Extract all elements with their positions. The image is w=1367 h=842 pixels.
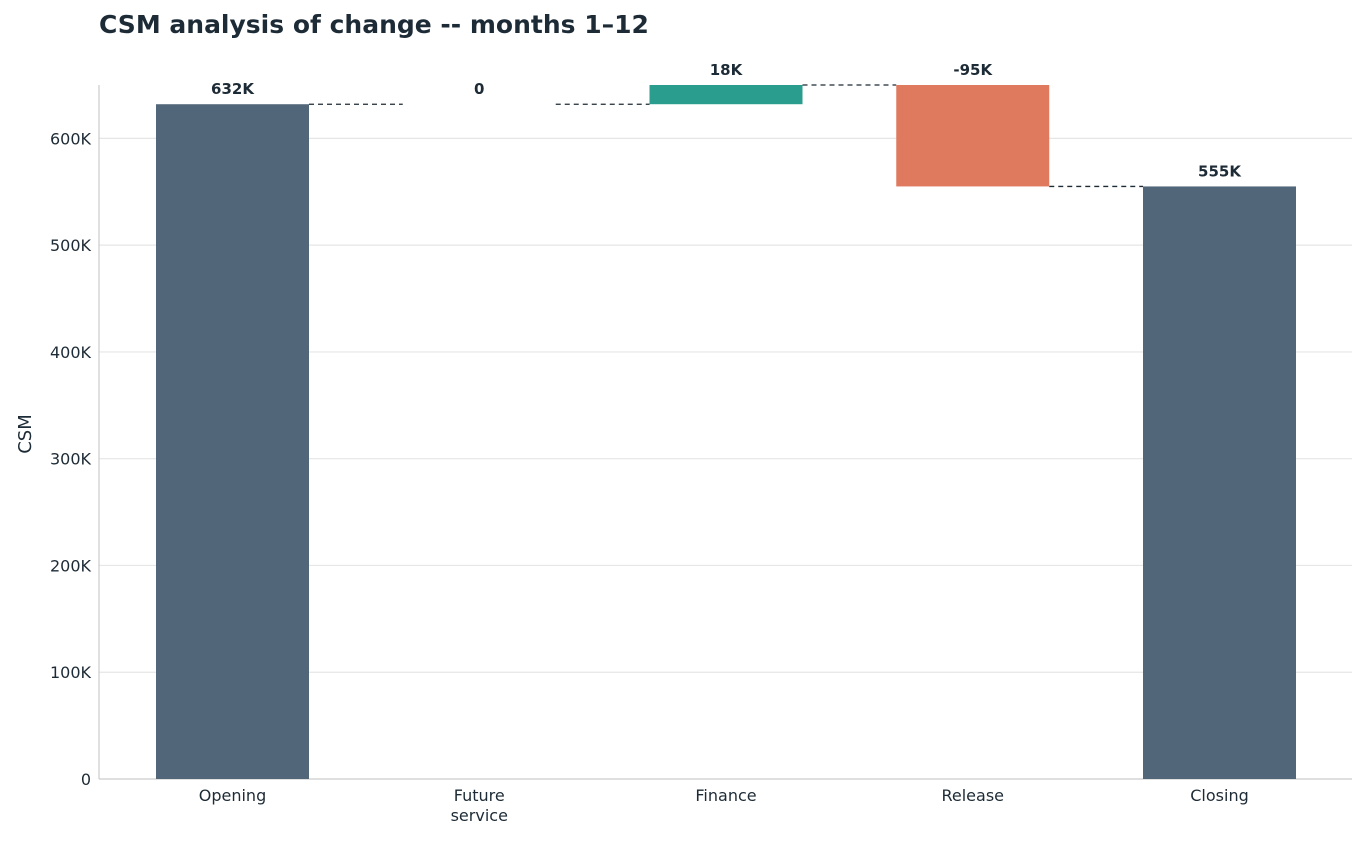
chart-title: CSM analysis of change -- months 1–12 [99, 10, 649, 39]
y-axis-label: CSM [15, 414, 36, 454]
data-label: 632K [211, 80, 255, 98]
x-tick-label: Finance [695, 786, 756, 805]
x-tick-label: Closing [1190, 786, 1248, 805]
bar [156, 104, 309, 780]
y-tick-label: 100K [50, 663, 92, 682]
bar [1143, 186, 1296, 779]
bar [649, 85, 803, 105]
y-tick-labels: 0 100K 200K 300K 400K 500K 600K [50, 129, 92, 789]
x-tick-label: Release [941, 786, 1004, 805]
y-tick-label: 600K [50, 129, 92, 148]
y-tick-label: 500K [50, 236, 92, 255]
y-tick-label: 200K [50, 556, 92, 575]
data-label: -95K [953, 61, 993, 79]
x-tick-label: Opening [199, 786, 266, 805]
x-tick-label: Future service [451, 786, 508, 825]
bars [156, 85, 1296, 780]
y-tick-label: 400K [50, 343, 92, 362]
x-tick-labels: Opening Future service Finance Release Closin… [199, 786, 1249, 825]
y-tick-label: 300K [50, 450, 92, 469]
data-labels: 632K 0 18K -95K 555K [211, 61, 1242, 180]
data-label: 555K [1198, 162, 1242, 180]
y-tick-label: 0 [81, 770, 91, 789]
data-label: 18K [710, 61, 744, 79]
connectors [309, 84, 1143, 188]
data-label: 0 [474, 80, 484, 98]
bar [896, 85, 1050, 187]
